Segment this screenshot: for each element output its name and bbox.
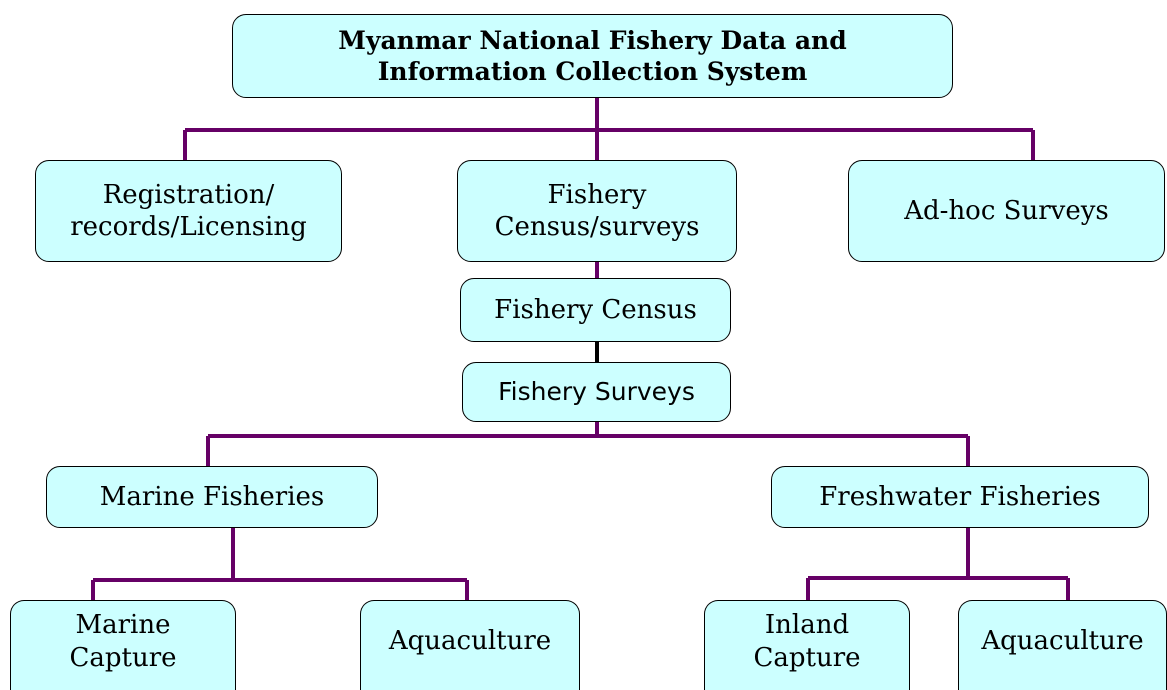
node-label: Aquaculture	[388, 626, 552, 656]
node-label: Capture	[753, 642, 861, 673]
node-label: Ad-hoc Surveys	[904, 195, 1109, 226]
node: Aquaculture	[958, 600, 1167, 690]
node: Freshwater Fisheries	[771, 466, 1149, 528]
node-label: Aquaculture	[981, 626, 1144, 656]
node-label: records/Licensing	[70, 212, 307, 242]
node-label: Inland	[764, 610, 850, 640]
node: Aquaculture	[360, 600, 580, 690]
node: Myanmar National Fishery Data and Informa…	[232, 14, 953, 98]
node-label: Freshwater Fisheries	[819, 481, 1101, 512]
node: Fishery Surveys	[462, 362, 731, 422]
node: Marine Capture	[10, 600, 236, 690]
node: Inland Capture	[704, 600, 910, 690]
node: Fishery Census/surveys	[457, 160, 737, 262]
node-label: Marine Fisheries	[99, 481, 325, 512]
node-label: Fishery Census	[494, 294, 697, 325]
node: Ad-hoc Surveys	[848, 160, 1165, 262]
node-label: Registration/	[102, 179, 275, 210]
node: Marine Fisheries	[46, 466, 378, 528]
node-label: Fishery	[547, 179, 647, 210]
node-label: Information Collection System	[377, 57, 808, 86]
node: Fishery Census	[460, 278, 731, 342]
node-label: Marine	[75, 610, 171, 640]
node-label: Myanmar National Fishery Data and	[338, 25, 847, 55]
node-label: Capture	[69, 642, 177, 673]
node: Registration/records/Licensing	[35, 160, 342, 262]
node-label: Census/surveys	[494, 212, 700, 242]
node-label: Fishery Surveys	[498, 377, 695, 407]
